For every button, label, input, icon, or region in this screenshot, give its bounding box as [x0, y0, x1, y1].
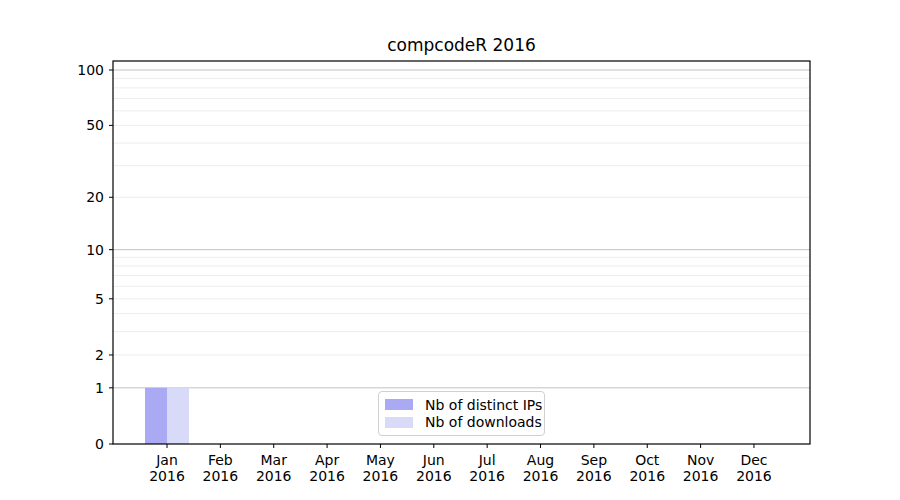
x-tick-label-year: 2016: [736, 468, 772, 484]
y-tick-label: 2: [95, 347, 104, 363]
x-tick-label-year: 2016: [576, 468, 612, 484]
x-tick-label-month: Aug: [527, 452, 554, 468]
y-tick-label: 100: [77, 62, 104, 78]
y-tick-label: 50: [86, 117, 104, 133]
x-tick-label-year: 2016: [363, 468, 399, 484]
y-tick-label: 5: [95, 291, 104, 307]
x-tick-label-year: 2016: [629, 468, 665, 484]
plot-border: [113, 61, 810, 444]
x-tick-label-year: 2016: [469, 468, 505, 484]
x-tick-label-month: Jun: [422, 452, 445, 468]
x-tick-label-month: Oct: [635, 452, 660, 468]
x-tick-label-year: 2016: [416, 468, 452, 484]
x-tick-label-year: 2016: [683, 468, 719, 484]
y-tick-label: 1: [95, 380, 104, 396]
x-tick-label-year: 2016: [149, 468, 185, 484]
figure: compcodeR 2016 0125102050100Jan2016Feb20…: [0, 0, 900, 500]
x-tick-label-month: Jul: [478, 452, 496, 468]
legend-label-downloads: Nb of downloads: [425, 414, 542, 430]
bar-distinct-ips: [145, 388, 167, 444]
x-tick-label-year: 2016: [523, 468, 559, 484]
x-tick-label-year: 2016: [309, 468, 345, 484]
x-tick-label-year: 2016: [256, 468, 292, 484]
y-tick-label: 20: [86, 189, 104, 205]
bar-downloads: [167, 388, 189, 444]
x-tick-label-year: 2016: [203, 468, 239, 484]
legend-label-distinct-ips: Nb of distinct IPs: [425, 397, 542, 413]
x-tick-label-month: Feb: [208, 452, 233, 468]
x-tick-label-month: Nov: [687, 452, 714, 468]
x-tick-label-month: Sep: [581, 452, 608, 468]
y-tick-label: 0: [95, 436, 104, 452]
x-tick-label-month: May: [366, 452, 395, 468]
legend-swatch-downloads: [385, 417, 413, 428]
legend-swatch-distinct-ips: [385, 399, 413, 410]
legend-item-distinct-ips: Nb of distinct IPs: [385, 396, 536, 414]
legend-item-downloads: Nb of downloads: [385, 414, 536, 432]
x-tick-label-month: Apr: [315, 452, 339, 468]
x-tick-label-month: Jan: [155, 452, 178, 468]
x-tick-label-month: Mar: [261, 452, 288, 468]
x-tick-label-month: Dec: [740, 452, 767, 468]
legend: Nb of distinct IPs Nb of downloads: [378, 391, 545, 436]
y-tick-label: 10: [86, 242, 104, 258]
